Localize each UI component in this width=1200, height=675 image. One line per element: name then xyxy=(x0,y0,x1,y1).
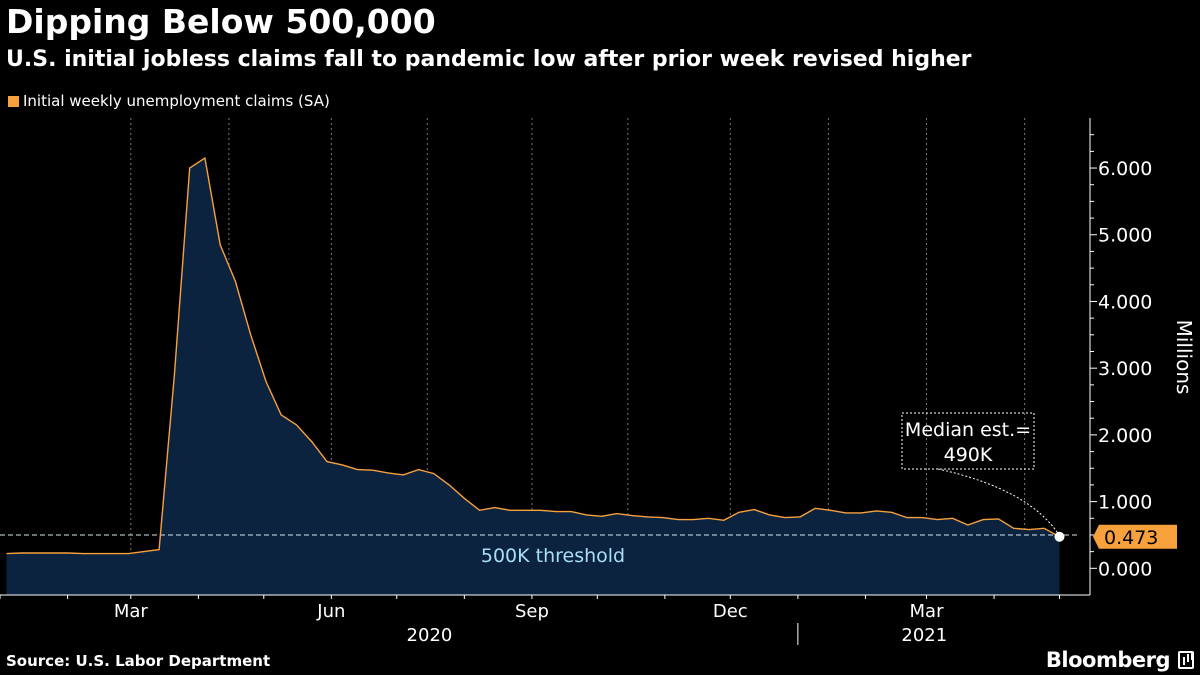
year-label: 2021 xyxy=(901,625,947,646)
annotation-box xyxy=(901,412,1035,470)
last-value-marker: 0.473 xyxy=(1054,524,1177,549)
y-axis-label: Millions xyxy=(1172,320,1196,395)
chart-title: Dipping Below 500,000 xyxy=(6,2,436,41)
y-tick-label: 1.000 xyxy=(1098,492,1152,514)
series-line xyxy=(6,156,1060,555)
y-tick-label: 3.000 xyxy=(1098,358,1152,380)
legend-label: Initial weekly unemployment claims (SA) xyxy=(23,92,330,110)
threshold-label: 500K threshold xyxy=(481,545,625,567)
x-tick-label: Sep xyxy=(515,601,549,622)
x-tick-label: Mar xyxy=(114,601,149,622)
axes: 0.000 1.000 2.000 3.000 4.000 5.000 6.000 Mar Ju… xyxy=(0,118,1152,646)
x-tick-label: Mar xyxy=(910,601,945,622)
x-tick-label: Dec xyxy=(713,601,748,622)
annotation-leader xyxy=(937,468,1060,536)
legend-swatch xyxy=(8,95,19,107)
last-value-dot xyxy=(1054,531,1065,542)
annotation-line-1: Median est.= xyxy=(905,419,1031,441)
chart-subtitle: U.S. initial jobless claims fall to pand… xyxy=(6,47,972,72)
bloomberg-terminal-icon xyxy=(1178,651,1194,669)
median-annotation: Median est.= 490K xyxy=(901,412,1060,536)
bloomberg-logo: Bloomberg xyxy=(1045,648,1171,672)
last-value-pointer xyxy=(1093,524,1099,549)
last-value-label: 0.473 xyxy=(1104,527,1158,549)
y-tick-label: 2.000 xyxy=(1098,425,1152,447)
x-tick-label: Jun xyxy=(316,601,345,622)
series-area xyxy=(6,158,1060,595)
annotation-line-2: 490K xyxy=(944,444,993,466)
y-tick-label: 5.000 xyxy=(1098,225,1152,247)
last-value-badge xyxy=(1099,524,1177,549)
y-tick-label: 4.000 xyxy=(1098,291,1152,313)
y-tick-label: 0.000 xyxy=(1098,558,1152,580)
y-tick-label: 6.000 xyxy=(1098,158,1152,180)
year-label: 2020 xyxy=(407,625,453,646)
legend: Initial weekly unemployment claims (SA) xyxy=(8,91,330,111)
source-note: Source: U.S. Labor Department xyxy=(6,652,271,670)
